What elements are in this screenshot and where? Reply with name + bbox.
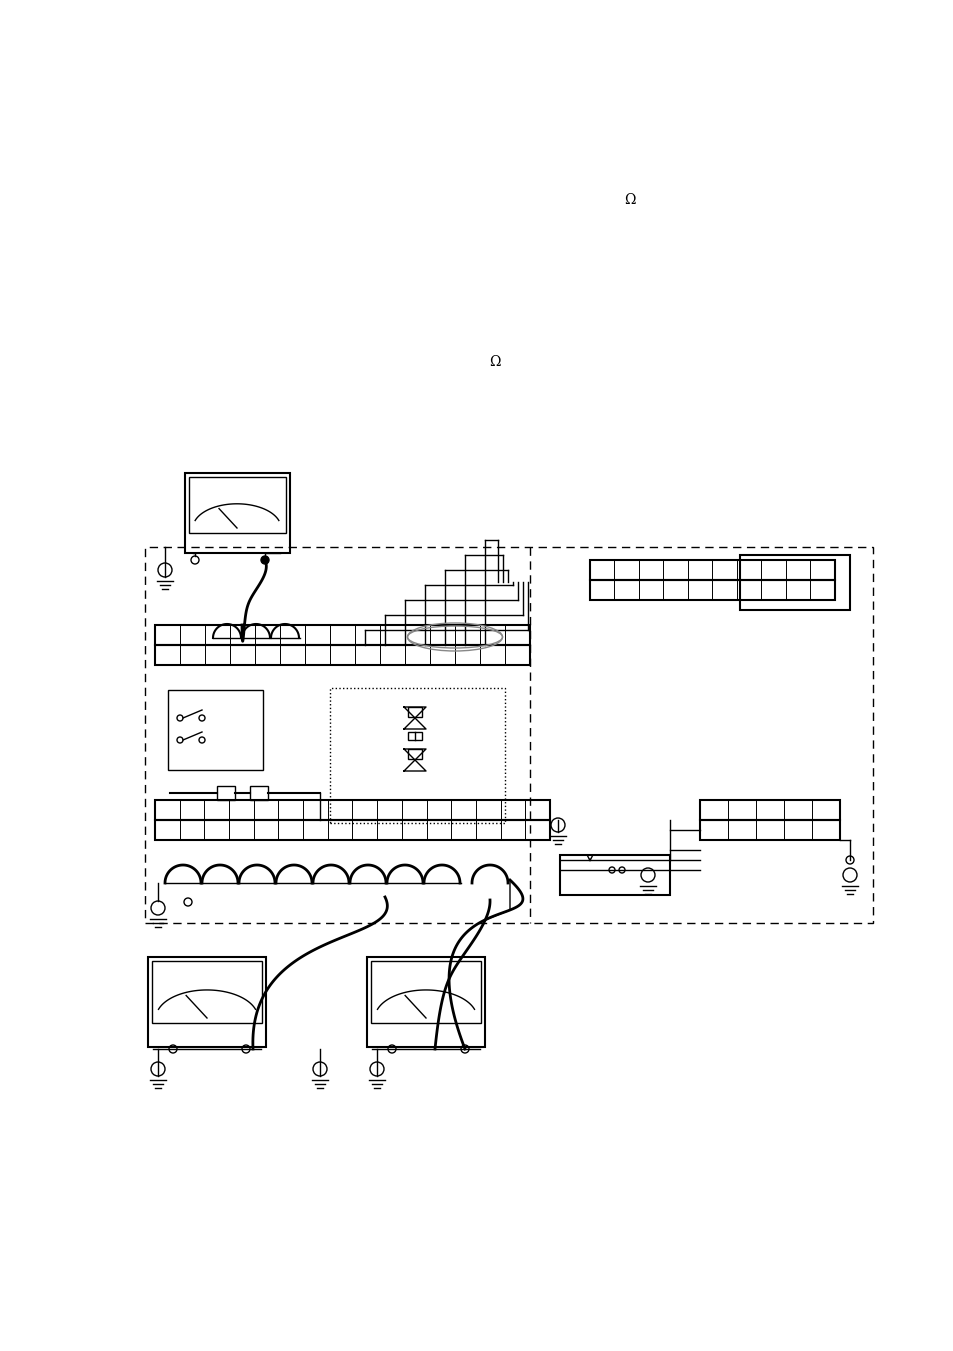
Bar xyxy=(589,580,834,600)
Bar xyxy=(371,961,480,1023)
Bar xyxy=(168,690,263,770)
Bar xyxy=(145,547,872,923)
Bar xyxy=(154,800,550,820)
Bar xyxy=(189,477,286,534)
Bar xyxy=(589,561,834,580)
Bar xyxy=(330,688,504,823)
Circle shape xyxy=(261,557,269,563)
Bar xyxy=(152,961,262,1023)
Bar xyxy=(154,644,530,665)
Bar xyxy=(154,626,530,644)
Text: Ω: Ω xyxy=(489,355,500,369)
Bar xyxy=(408,707,421,717)
Bar xyxy=(408,748,421,759)
Bar xyxy=(154,820,550,840)
Bar xyxy=(367,957,484,1047)
Bar xyxy=(250,786,268,800)
Text: Ω: Ω xyxy=(623,193,635,207)
Bar xyxy=(148,957,266,1047)
Bar xyxy=(185,473,290,553)
Bar xyxy=(216,786,234,800)
Bar xyxy=(700,800,840,820)
Bar xyxy=(559,855,669,894)
Bar xyxy=(408,732,421,740)
Bar xyxy=(700,820,840,840)
Bar xyxy=(740,555,849,611)
